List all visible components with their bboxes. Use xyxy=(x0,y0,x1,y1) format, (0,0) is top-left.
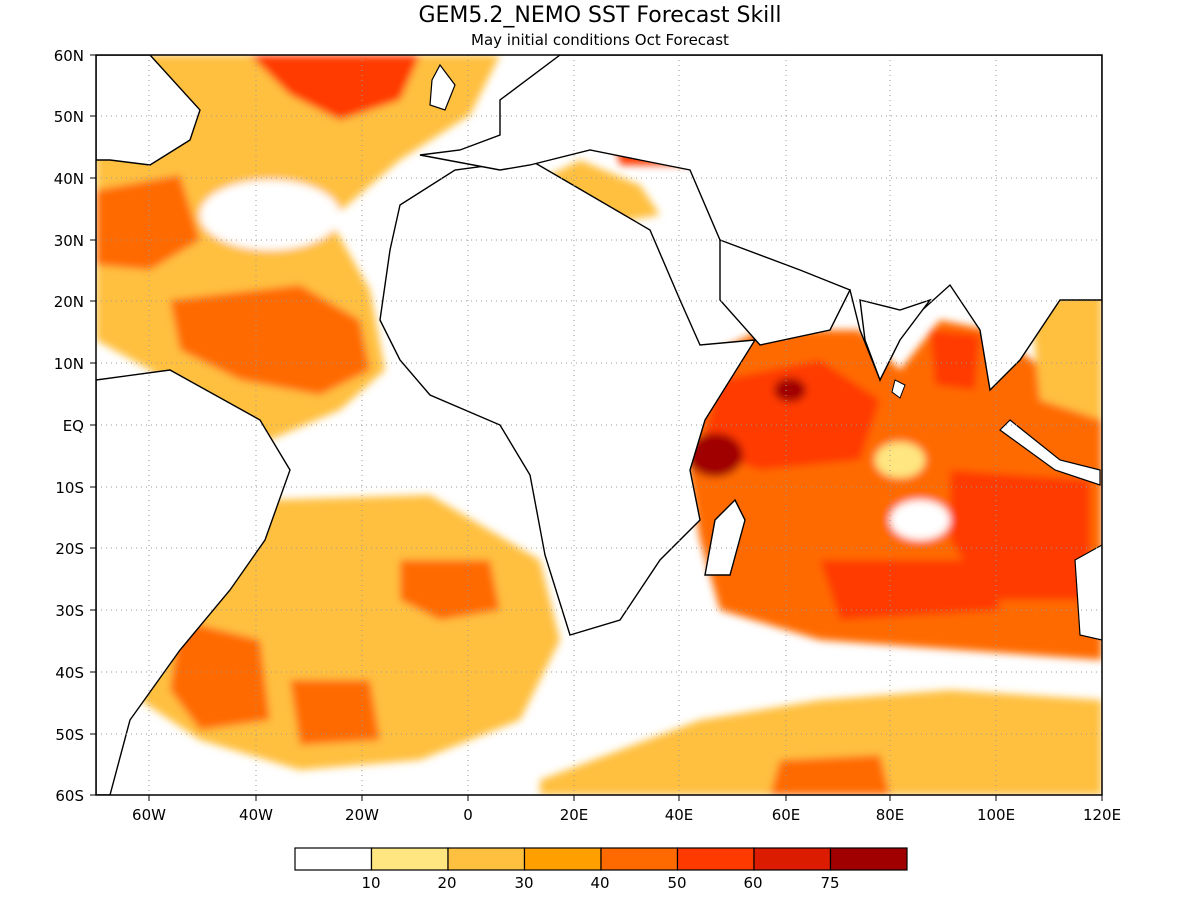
skill-gap-indian xyxy=(890,500,950,540)
y-tick-label: 30N xyxy=(54,232,84,250)
land-india xyxy=(859,298,932,382)
y-tick-label: 20S xyxy=(55,540,84,558)
x-tick-label: 120E xyxy=(1083,806,1121,824)
skill-region-south-china-sea xyxy=(1030,290,1102,420)
skill-region-bay-of-bengal xyxy=(930,330,980,390)
skill-region-n-atlantic-core xyxy=(170,285,370,395)
legend-swatch xyxy=(523,847,602,871)
map-subtitle: May initial conditions Oct Forecast xyxy=(471,31,729,49)
legend-swatch xyxy=(829,847,908,871)
skill-region-sw-atlantic xyxy=(170,620,270,730)
land-south-america xyxy=(96,369,291,795)
x-tick-label: 60E xyxy=(772,806,801,824)
y-tick-label: 20N xyxy=(54,293,84,311)
land-australia xyxy=(1074,544,1102,641)
legend-label: 75 xyxy=(820,874,839,892)
x-tick-label: 40E xyxy=(665,806,694,824)
legend-swatch xyxy=(294,847,373,871)
skill-gap-n-atlantic xyxy=(200,180,340,250)
land-uk xyxy=(429,63,456,111)
x-tick-label: 60W xyxy=(132,806,166,824)
skill-region-s-indian xyxy=(820,560,1000,620)
y-tick-label: 60N xyxy=(54,47,84,65)
x-tick-label: 20E xyxy=(560,806,589,824)
land-arabia xyxy=(719,238,851,346)
skill-region-nw-atlantic xyxy=(96,175,200,270)
skill-max-west-indian xyxy=(687,433,743,477)
skill-region-southern-ocean-core xyxy=(770,755,890,795)
skill-region-arabian-sea-core xyxy=(700,360,880,470)
y-axis: 60N 50N 40N 30N 20N 10N EQ 10S 20S 30S 4… xyxy=(54,47,96,805)
land-africa xyxy=(379,159,757,636)
legend-label: 50 xyxy=(667,874,686,892)
y-tick-label: 30S xyxy=(55,602,84,620)
skill-region-s-atlantic-core xyxy=(400,560,500,620)
legend-label: 60 xyxy=(743,874,762,892)
legend-label: 40 xyxy=(590,874,609,892)
x-axis: 60W 40W 20W 0 20E 40E 60E 80E 100E 120E xyxy=(132,795,1121,824)
legend-swatch xyxy=(370,847,449,871)
y-tick-label: 60S xyxy=(55,787,84,805)
skill-region-n-atlantic-north xyxy=(250,55,420,120)
map-title: GEM5.2_NEMO SST Forecast Skill xyxy=(418,3,781,28)
land-north-america xyxy=(96,55,201,166)
legend-swatch xyxy=(753,847,832,871)
y-tick-label: 10S xyxy=(55,479,84,497)
skill-low-indian xyxy=(875,442,925,478)
skill-region-s-atlantic-south xyxy=(290,680,380,745)
legend-swatch xyxy=(447,847,526,871)
land-sumatra xyxy=(999,419,1101,486)
y-tick-label: 40S xyxy=(55,664,84,682)
land-sri-lanka xyxy=(891,379,906,399)
legend-label: 20 xyxy=(437,874,456,892)
y-tick-label: 10N xyxy=(54,355,84,373)
legend-swatch xyxy=(600,847,679,871)
skill-region-southern-ocean xyxy=(540,690,1102,795)
x-tick-label: 80E xyxy=(876,806,905,824)
y-tick-label: 50S xyxy=(55,726,84,744)
x-tick-label: 0 xyxy=(463,806,473,824)
x-tick-label: 20W xyxy=(345,806,379,824)
color-legend: 10 20 30 40 50 60 75 xyxy=(294,847,908,892)
land-madagascar xyxy=(704,498,746,576)
y-tick-label: 40N xyxy=(54,170,84,188)
y-tick-label: EQ xyxy=(63,417,84,435)
legend-swatch xyxy=(676,847,755,871)
legend-label: 10 xyxy=(361,874,380,892)
x-tick-label: 40W xyxy=(239,806,273,824)
legend-label: 30 xyxy=(514,874,533,892)
skill-max-arabian-sea xyxy=(774,378,806,402)
map-gridlines xyxy=(96,55,1102,795)
x-tick-label: 100E xyxy=(977,806,1015,824)
y-tick-label: 50N xyxy=(54,108,84,126)
